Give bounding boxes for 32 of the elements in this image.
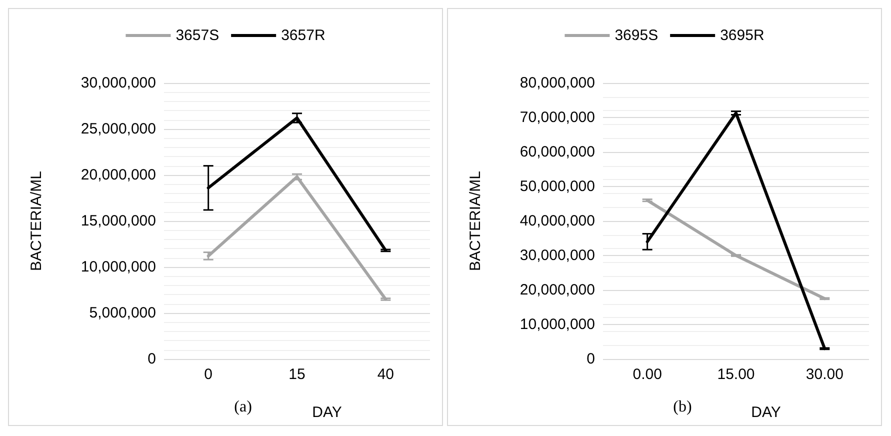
y-tick-label: 10,000,000 [80,258,156,276]
x-tick-label: 0 [204,366,213,383]
y-tick-label: 5,000,000 [89,304,156,322]
y-tick-label: 80,000,000 [520,74,595,92]
x-tick-label: 0.00 [632,366,662,383]
y-tick-label: 20,000,000 [520,282,595,298]
x-axis-title: DAY [312,404,342,421]
y-tick-label: 0 [148,350,156,368]
y-tick-label: 20,000,000 [80,166,156,184]
y-tick-label: 10,000,000 [520,316,595,333]
y-tick-label: 0 [586,350,595,368]
text: (b) [673,398,692,416]
y-tick-label: 70,000,000 [520,109,595,126]
y-axis-title: BACTERIA/ML [467,170,484,272]
y-tick-label: 30,000,000 [80,74,156,92]
y-axis-title: BACTERIA/ML [28,170,45,272]
y-tick-label: 15,000,000 [80,212,156,230]
y-tick-label: 30,000,000 [520,247,595,264]
y-tick-label: 60,000,000 [520,144,595,160]
x-tick-label: 15 [288,366,306,383]
x-tick-label: 15.00 [717,366,755,383]
y-tick-label: 40,000,000 [520,212,595,230]
legend-label: 3695S [614,27,658,44]
y-tick-label: 25,000,000 [80,120,156,138]
text: (a) [234,398,252,416]
x-axis-title: DAY [751,404,781,421]
y-tick-label: 50,000,000 [520,178,595,195]
x-tick-label: 30.00 [806,366,844,383]
x-tick-label: 40 [377,366,394,383]
legend-label: 3695R [720,27,764,44]
legend-label: 3657S [176,27,220,44]
legend-label: 3657R [281,27,326,44]
